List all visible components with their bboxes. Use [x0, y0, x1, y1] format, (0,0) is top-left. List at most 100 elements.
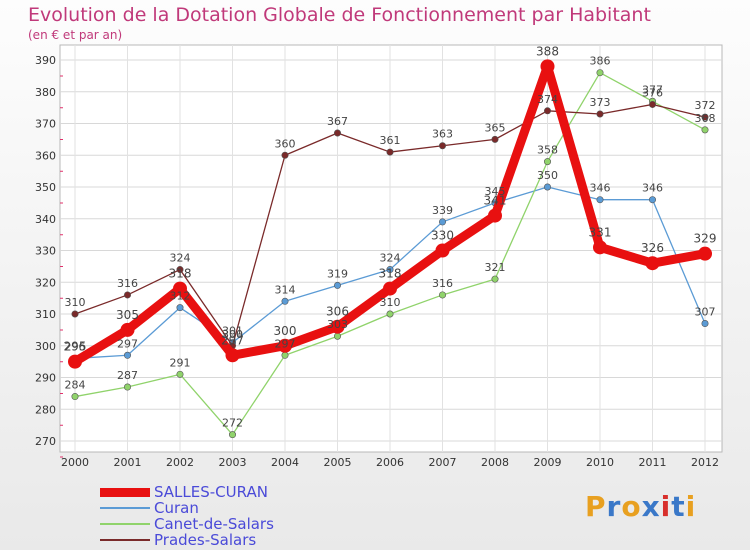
data-label: 316: [432, 277, 453, 290]
data-label: 300: [222, 328, 243, 341]
data-label: 330: [431, 229, 454, 243]
data-label: 365: [485, 121, 506, 134]
y-tick-label: 320: [35, 276, 56, 289]
legend-swatch: [100, 507, 150, 509]
data-point: [543, 183, 551, 191]
data-label: 346: [590, 182, 611, 195]
legend-item: Curan: [100, 499, 199, 517]
logo-letter: o: [621, 490, 642, 523]
data-point: [68, 354, 82, 369]
data-label: 301: [222, 325, 243, 338]
x-tick-label: 2005: [324, 456, 352, 469]
x-tick-label: 2003: [219, 456, 247, 469]
data-label: 346: [642, 182, 663, 195]
data-label: 306: [326, 305, 349, 319]
logo-letter: t: [671, 490, 686, 523]
data-label: 296: [65, 340, 86, 353]
logo-letter: P: [585, 490, 607, 523]
y-tick-label: 330: [35, 245, 56, 258]
x-tick-label: 2004: [271, 456, 299, 469]
data-label: 363: [432, 128, 453, 141]
data-label: 324: [380, 252, 401, 265]
data-point: [543, 107, 551, 115]
data-point: [648, 196, 656, 204]
y-tick-label: 340: [35, 213, 56, 226]
x-tick-label: 2001: [114, 456, 142, 469]
data-label: 324: [170, 252, 191, 265]
data-label: 329: [694, 232, 717, 246]
data-point: [701, 126, 709, 134]
data-label: 291: [170, 356, 191, 369]
data-point: [281, 297, 289, 305]
data-label: 307: [695, 306, 716, 319]
data-point: [491, 135, 499, 143]
data-label: 339: [432, 204, 453, 217]
legend-swatch: [100, 539, 150, 541]
data-point: [225, 348, 240, 363]
logo-letter: i: [660, 490, 672, 523]
data-point: [596, 196, 604, 204]
data-point: [124, 351, 132, 359]
data-point: [698, 246, 712, 261]
data-label: 310: [380, 296, 401, 309]
logo-letter: i: [685, 490, 697, 523]
data-label: 368: [695, 112, 716, 125]
chart-subtitle: (en € et par an): [28, 28, 123, 42]
data-point: [124, 291, 132, 299]
data-label: 318: [169, 267, 192, 281]
data-label: 377: [642, 83, 663, 96]
data-point: [71, 310, 79, 318]
y-tick-label: 290: [35, 372, 56, 385]
data-point: [281, 151, 289, 159]
data-label: 388: [536, 44, 559, 58]
data-point: [386, 310, 394, 318]
data-point: [543, 158, 551, 166]
y-tick-label: 360: [35, 149, 56, 162]
data-point: [281, 351, 289, 359]
data-label: 319: [327, 267, 348, 280]
data-label: 345: [485, 185, 506, 198]
x-tick-label: 2007: [429, 456, 457, 469]
data-point: [645, 256, 660, 271]
data-label: 318: [379, 267, 402, 281]
data-label: 374: [537, 93, 558, 106]
x-tick-label: 2009: [534, 456, 562, 469]
x-tick-label: 2011: [639, 456, 667, 469]
logo-letter: r: [606, 490, 622, 523]
x-tick-label: 2002: [166, 456, 194, 469]
data-label: 341: [484, 194, 507, 208]
x-tick-label: 2006: [376, 456, 404, 469]
data-point: [596, 110, 604, 118]
data-point: [333, 129, 341, 137]
data-label: 287: [117, 369, 138, 382]
data-label: 373: [590, 96, 611, 109]
logo-letter: x: [641, 490, 661, 523]
data-point: [596, 69, 604, 77]
data-label: 361: [380, 134, 401, 147]
data-point: [435, 243, 450, 258]
data-point: [278, 338, 292, 353]
data-label: 297: [275, 337, 296, 350]
data-label: 312: [170, 290, 191, 303]
proxiti-logo: Proxiti: [585, 490, 696, 523]
x-tick-label: 2012: [691, 456, 719, 469]
legend-swatch: [100, 487, 150, 497]
data-label: 305: [116, 308, 139, 322]
data-point: [176, 370, 184, 378]
x-tick-label: 2000: [61, 456, 89, 469]
data-label: 284: [65, 379, 86, 392]
data-label: 314: [275, 283, 296, 296]
data-point: [333, 332, 341, 340]
data-label: 295: [64, 340, 87, 354]
data-point: [333, 281, 341, 289]
data-point: [488, 208, 502, 223]
data-label: 297: [221, 333, 244, 347]
y-tick-label: 300: [35, 340, 56, 353]
data-point: [330, 319, 345, 334]
chart-title: Evolution de la Dotation Globale de Fonc…: [28, 4, 651, 26]
y-tick-label: 270: [35, 435, 56, 448]
legend-item: SALLES-CURAN: [100, 483, 268, 501]
data-point: [120, 322, 135, 337]
data-label: 310: [65, 296, 86, 309]
